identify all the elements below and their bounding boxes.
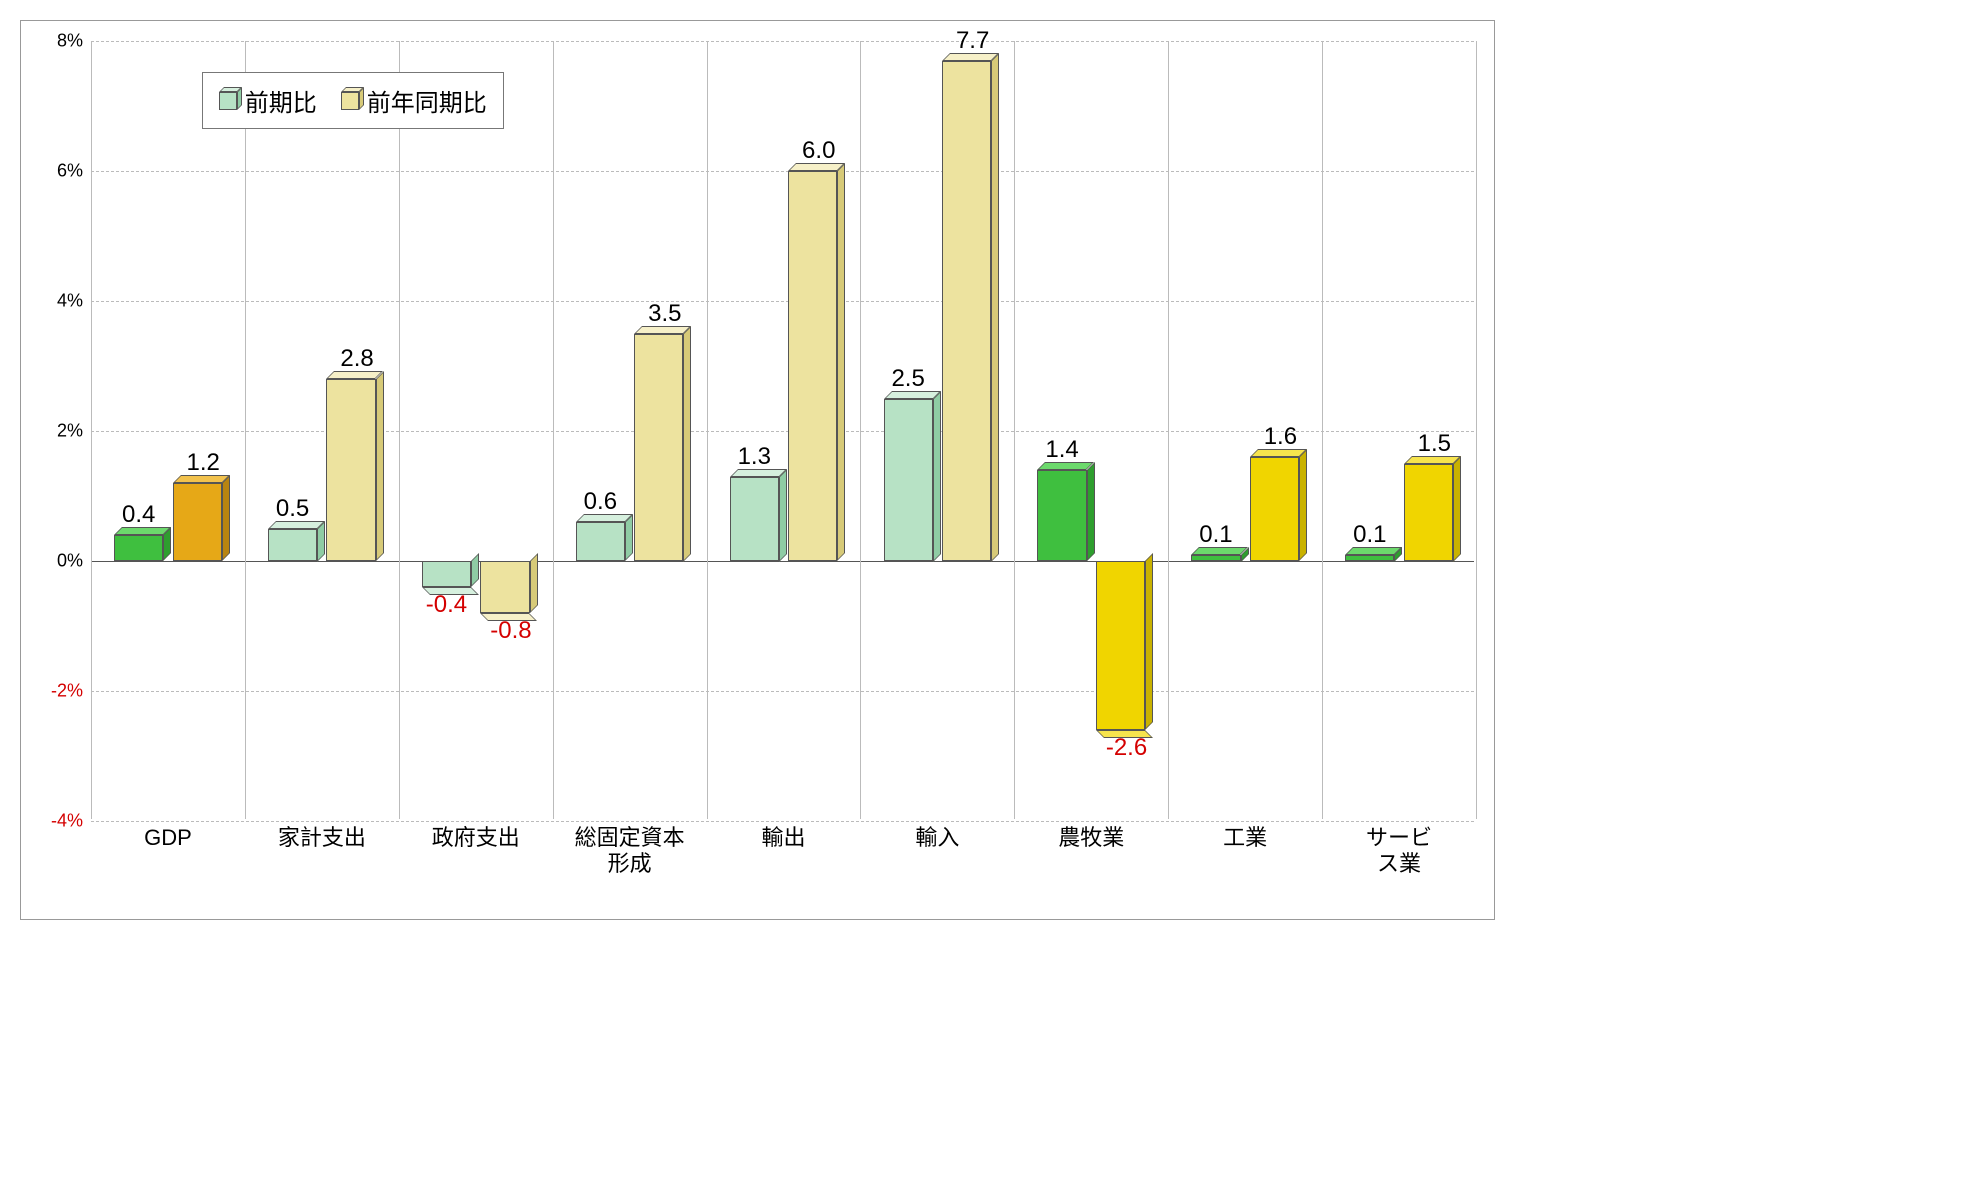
- bar: [788, 171, 837, 561]
- y-axis-tick-label: 6%: [57, 161, 83, 182]
- legend-swatch: [341, 92, 359, 110]
- bar: [114, 535, 163, 561]
- x-axis-label: GDP: [144, 825, 192, 851]
- value-label: 2.8: [340, 345, 373, 373]
- y-axis-tick-label: -4%: [51, 811, 83, 832]
- value-label: -0.8: [490, 617, 531, 645]
- x-axis-label: 総固定資本 形成: [575, 825, 685, 878]
- bar: [1404, 464, 1453, 562]
- value-label: 2.5: [891, 365, 924, 393]
- value-label: -2.6: [1106, 734, 1147, 762]
- bar: [730, 477, 779, 562]
- gridline-horizontal: [91, 41, 1474, 42]
- chart-container: -4% -2% 0% 2% 4% 6% 8% GDP 0.4 1.2 家計支出 0.5 2.8 政府支出 -…: [20, 20, 1495, 920]
- bar: [1096, 561, 1145, 730]
- gridline-horizontal: [91, 821, 1474, 822]
- gridline-vertical: [860, 41, 861, 819]
- gridline-vertical: [1322, 41, 1323, 819]
- value-label: 1.4: [1045, 436, 1078, 464]
- bar: [326, 379, 375, 561]
- legend-item: 前年同期比: [341, 83, 487, 118]
- value-label: 0.6: [584, 488, 617, 516]
- legend-label: 前期比: [245, 83, 317, 118]
- gridline-vertical: [1168, 41, 1169, 819]
- bar: [634, 334, 683, 562]
- y-axis-tick-label: 2%: [57, 421, 83, 442]
- value-label: 0.1: [1353, 521, 1386, 549]
- gridline-vertical: [1476, 41, 1477, 819]
- bar: [1037, 470, 1086, 561]
- bar: [942, 61, 991, 562]
- legend: 前期比 前年同期比: [202, 72, 504, 129]
- y-axis-tick-label: 0%: [57, 551, 83, 572]
- gridline-horizontal: [91, 301, 1474, 302]
- value-label: 1.2: [186, 449, 219, 477]
- gridline-horizontal: [91, 691, 1474, 692]
- bar: [173, 483, 222, 561]
- value-label: 0.5: [276, 495, 309, 523]
- value-label: 3.5: [648, 300, 681, 328]
- bar: [422, 561, 471, 587]
- plot-area: -4%-2%0%2%4%6%8%GDP0.41.2家計支出0.52.8政府支出-…: [91, 41, 1474, 819]
- x-axis-label: 輸入: [915, 825, 959, 851]
- y-axis-tick-label: -2%: [51, 681, 83, 702]
- gridline-horizontal: [91, 171, 1474, 172]
- zero-line: [91, 561, 1474, 562]
- x-axis-label: 家計支出: [278, 825, 366, 851]
- legend-swatch: [219, 92, 237, 110]
- bar: [480, 561, 529, 613]
- legend-label: 前年同期比: [367, 83, 487, 118]
- bar: [884, 399, 933, 562]
- x-axis-label: 政府支出: [432, 825, 520, 851]
- x-axis-label: 輸出: [761, 825, 805, 851]
- y-axis-tick-label: 4%: [57, 291, 83, 312]
- gridline-vertical: [707, 41, 708, 819]
- bar: [1345, 555, 1394, 562]
- x-axis-label: 工業: [1223, 825, 1267, 851]
- gridline-vertical: [553, 41, 554, 819]
- value-label: -0.4: [426, 591, 467, 619]
- value-label: 1.3: [738, 443, 771, 471]
- y-axis-tick-label: 8%: [57, 31, 83, 52]
- bar: [576, 522, 625, 561]
- bar: [1250, 457, 1299, 561]
- bar: [268, 529, 317, 562]
- bar: [1191, 555, 1240, 562]
- value-label: 1.6: [1264, 423, 1297, 451]
- gridline-vertical: [91, 41, 92, 819]
- gridline-vertical: [1014, 41, 1015, 819]
- x-axis-label: 農牧業: [1058, 825, 1124, 851]
- value-label: 6.0: [802, 137, 835, 165]
- value-label: 0.1: [1199, 521, 1232, 549]
- value-label: 0.4: [122, 501, 155, 529]
- x-axis-label: サービス業: [1362, 825, 1437, 878]
- legend-item: 前期比: [219, 83, 317, 118]
- value-label: 1.5: [1418, 430, 1451, 458]
- gridline-vertical: [245, 41, 246, 819]
- gridline-vertical: [399, 41, 400, 819]
- value-label: 7.7: [956, 27, 989, 55]
